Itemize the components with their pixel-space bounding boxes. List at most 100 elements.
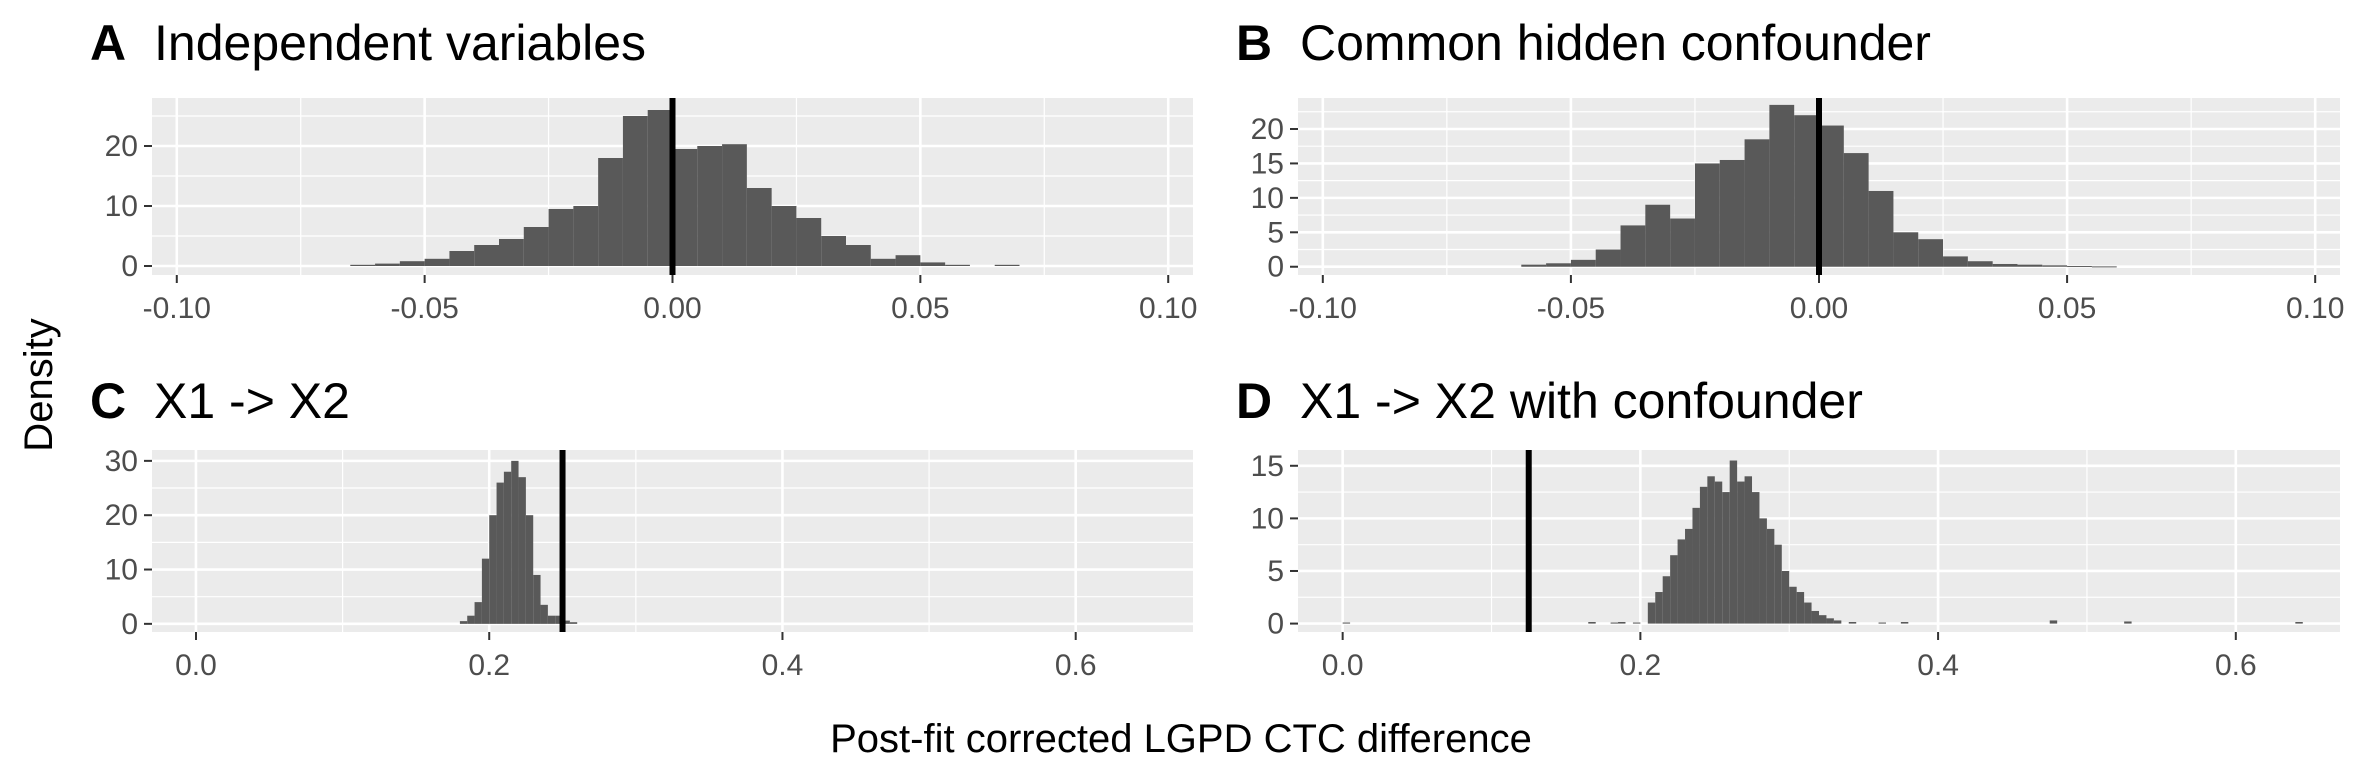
x-tick-label: 0.05 (891, 292, 949, 325)
plot-background (1298, 450, 2340, 632)
histogram-bar (449, 251, 475, 266)
histogram-bar (1774, 544, 1782, 624)
histogram-bar (547, 615, 556, 624)
x-tick-label: 0.2 (468, 649, 510, 682)
histogram-bar (1744, 476, 1753, 624)
histogram-bar (1521, 264, 1547, 267)
x-tick-label: 0.0 (1322, 649, 1364, 682)
histogram-bar (1868, 190, 1894, 267)
panel-title: Independent variables (154, 15, 646, 71)
y-tick-label: 10 (105, 554, 138, 587)
x-tick-label: 0.4 (762, 649, 804, 682)
histogram-bar (1620, 225, 1646, 267)
histogram-bar (1759, 518, 1767, 624)
histogram-bar (2124, 621, 2132, 624)
histogram-bar (1804, 602, 1812, 624)
histogram-bar (548, 209, 574, 266)
x-tick-label: 0.10 (2286, 292, 2344, 325)
histogram-bar (622, 116, 648, 266)
histogram-bar (1662, 576, 1671, 624)
histogram-bar (1729, 460, 1738, 624)
panel-title: X1 -> X2 (154, 373, 350, 429)
histogram-bar (1632, 622, 1641, 624)
histogram-bar (672, 149, 698, 266)
panel-letter: C (90, 373, 126, 429)
histogram-bar (722, 144, 747, 266)
y-tick-label: 0 (1267, 608, 1284, 641)
histogram-bar (499, 239, 524, 266)
histogram-bar (1943, 256, 1968, 267)
histogram-bar (525, 515, 534, 624)
histogram-bar (474, 245, 499, 266)
histogram-bar (1900, 622, 1909, 624)
histogram-bar (1789, 586, 1797, 624)
histogram-bar (1645, 204, 1671, 267)
histogram-bar (1794, 115, 1819, 267)
histogram-bar (518, 477, 526, 624)
histogram-bar (2067, 266, 2092, 268)
x-tick-label: 0.2 (1620, 649, 1662, 682)
histogram-bar (994, 264, 1020, 266)
histogram-bar (771, 206, 797, 266)
y-tick-label: 20 (105, 499, 138, 532)
histogram-bar (1737, 481, 1745, 624)
y-axis-title: Density (17, 318, 61, 451)
histogram-bar (1692, 507, 1700, 624)
histogram-bar (1796, 592, 1805, 624)
histogram-bar (796, 218, 822, 266)
y-tick-label: 10 (1251, 502, 1284, 535)
histogram-bar (2091, 266, 2117, 268)
x-tick-label: 0.6 (1055, 649, 1097, 682)
histogram-bar (555, 615, 563, 624)
histogram-bar (1699, 486, 1708, 624)
histogram-bar (870, 258, 896, 266)
x-tick-label: 0.10 (1139, 292, 1197, 325)
x-tick-label: 0.05 (2038, 292, 2096, 325)
y-tick-label: 10 (105, 190, 138, 223)
histogram-bar (350, 264, 376, 266)
histogram-bar (920, 262, 946, 266)
y-tick-label: 5 (1267, 555, 1284, 588)
plot-background (152, 450, 1193, 632)
histogram-bar (1722, 492, 1730, 624)
histogram-bar (489, 515, 497, 624)
histogram-bar (1670, 555, 1678, 624)
histogram-bar (424, 258, 450, 266)
panel-letter: A (90, 15, 126, 71)
panel-letter: B (1236, 15, 1272, 71)
histogram-bar (540, 604, 548, 624)
histogram-bar (1707, 476, 1715, 624)
histogram-bar (1918, 239, 1944, 267)
histogram-bar (1677, 539, 1686, 624)
x-tick-label: -0.05 (1537, 292, 1605, 325)
x-tick-label: 0.00 (643, 292, 701, 325)
histogram-bar (569, 622, 578, 624)
y-tick-label: 10 (1251, 182, 1284, 215)
histogram-bar (821, 236, 846, 266)
x-tick-label: 0.4 (1917, 649, 1959, 682)
histogram-bar (562, 620, 570, 624)
histogram-bar (1811, 610, 1819, 624)
histogram-bar (1967, 261, 1993, 267)
histogram-bar (945, 264, 970, 266)
histogram-bar (1714, 481, 1723, 624)
histogram-bar (1595, 249, 1621, 267)
histogram-bar (459, 621, 468, 624)
histogram-bar (375, 263, 400, 266)
histogram-bar (1570, 259, 1596, 267)
histogram-bar (399, 261, 425, 266)
x-axis-title: Post-fit corrected LGPD CTC difference (830, 717, 1532, 761)
histogram-bar (481, 558, 490, 624)
y-tick-label: 20 (1251, 113, 1284, 146)
histogram-bar (1819, 125, 1844, 267)
histogram-bar (647, 110, 673, 266)
histogram-bar (511, 460, 519, 624)
histogram-bar (573, 206, 599, 266)
histogram-bar (746, 188, 772, 266)
histogram-bar (2295, 622, 2303, 624)
panel-c: 0.0 0.2 0.4 0.6 0 10 20 30 C X1 -> X2 (90, 373, 1193, 682)
histogram-bar (1752, 492, 1760, 624)
y-tick-label: 0 (1267, 251, 1284, 284)
histogram-bar (523, 227, 549, 266)
